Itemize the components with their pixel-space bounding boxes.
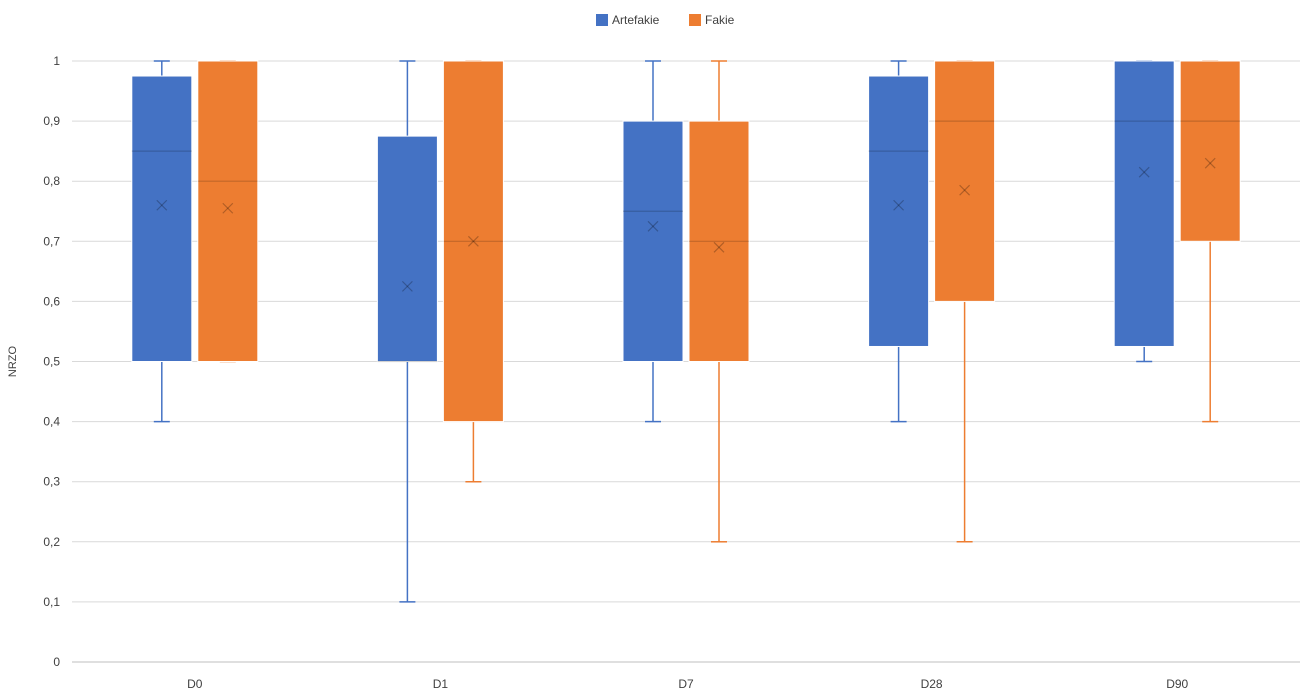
legend-label: Fakie: [705, 13, 735, 27]
mean-marker: [713, 241, 725, 253]
box-fakie-d1: [442, 60, 504, 483]
mean-marker: [647, 220, 659, 232]
mean-marker: [156, 199, 168, 211]
mean-marker: [156, 199, 168, 211]
x-tick-label: D0: [187, 677, 203, 691]
box-fakie-d90: [1179, 60, 1241, 423]
box-body: [688, 120, 750, 362]
box-body: [376, 135, 438, 362]
box-body: [197, 60, 259, 362]
plot-area: [131, 60, 1241, 603]
y-axis-title: NRZO: [7, 345, 19, 377]
x-tick-label: D1: [433, 677, 449, 691]
box-body: [934, 60, 996, 302]
box-body: [868, 75, 930, 347]
y-tick-label: 0,8: [43, 174, 60, 188]
box-fakie-d7: [688, 60, 750, 543]
mean-marker: [1138, 166, 1150, 178]
box-artefakie-d90: [1113, 60, 1175, 363]
y-tick-label: 0,6: [43, 294, 60, 308]
gridlines: [72, 60, 1300, 663]
mean-marker: [959, 184, 971, 196]
box-body: [622, 120, 684, 362]
mean-marker: [959, 184, 971, 196]
mean-marker: [222, 202, 234, 214]
box-body: [1179, 60, 1241, 242]
x-tick-label: D7: [678, 677, 694, 691]
box-body: [131, 75, 193, 363]
mean-marker: [713, 241, 725, 253]
y-tick-label: 0,1: [43, 595, 60, 609]
mean-marker: [467, 235, 479, 247]
axes: NRZO 0 0,1 0,2 0,3 0,4 0,5 0,6 0,7 0,8 0,9 1 D0 D1 D7…: [7, 54, 1189, 691]
mean-marker: [467, 235, 479, 247]
mean-marker: [893, 199, 905, 211]
legend: Artefakie Fakie: [596, 13, 735, 27]
y-tick-label: 1: [53, 54, 60, 68]
legend-swatch: [689, 14, 701, 26]
mean-marker: [222, 202, 234, 214]
mean-marker: [893, 199, 905, 211]
x-tick-label: D28: [921, 677, 943, 691]
box-fakie-d0: [197, 60, 259, 363]
mean-marker: [401, 280, 413, 292]
mean-marker: [1204, 157, 1216, 169]
y-tick-label: 0,4: [43, 415, 60, 429]
mean-marker: [401, 280, 413, 292]
y-tick-label: 0,3: [43, 475, 60, 489]
box-artefakie-d0: [131, 60, 193, 423]
y-tick-label: 0,9: [43, 114, 60, 128]
box-body: [1113, 60, 1175, 347]
mean-marker: [647, 220, 659, 232]
mean-marker: [1138, 166, 1150, 178]
y-tick-label: 0,7: [43, 234, 60, 248]
y-tick-label: 0,5: [43, 355, 60, 369]
box-artefakie-d28: [868, 60, 930, 423]
box-body: [442, 60, 504, 423]
x-tick-label: D90: [1166, 677, 1188, 691]
box-artefakie-d7: [622, 60, 684, 423]
legend-swatch: [596, 14, 608, 26]
y-tick-label: 0: [53, 655, 60, 669]
mean-marker: [1204, 157, 1216, 169]
box-fakie-d28: [934, 60, 996, 543]
y-tick-label: 0,2: [43, 535, 60, 549]
legend-label: Artefakie: [612, 13, 660, 27]
box-artefakie-d1: [376, 60, 438, 603]
